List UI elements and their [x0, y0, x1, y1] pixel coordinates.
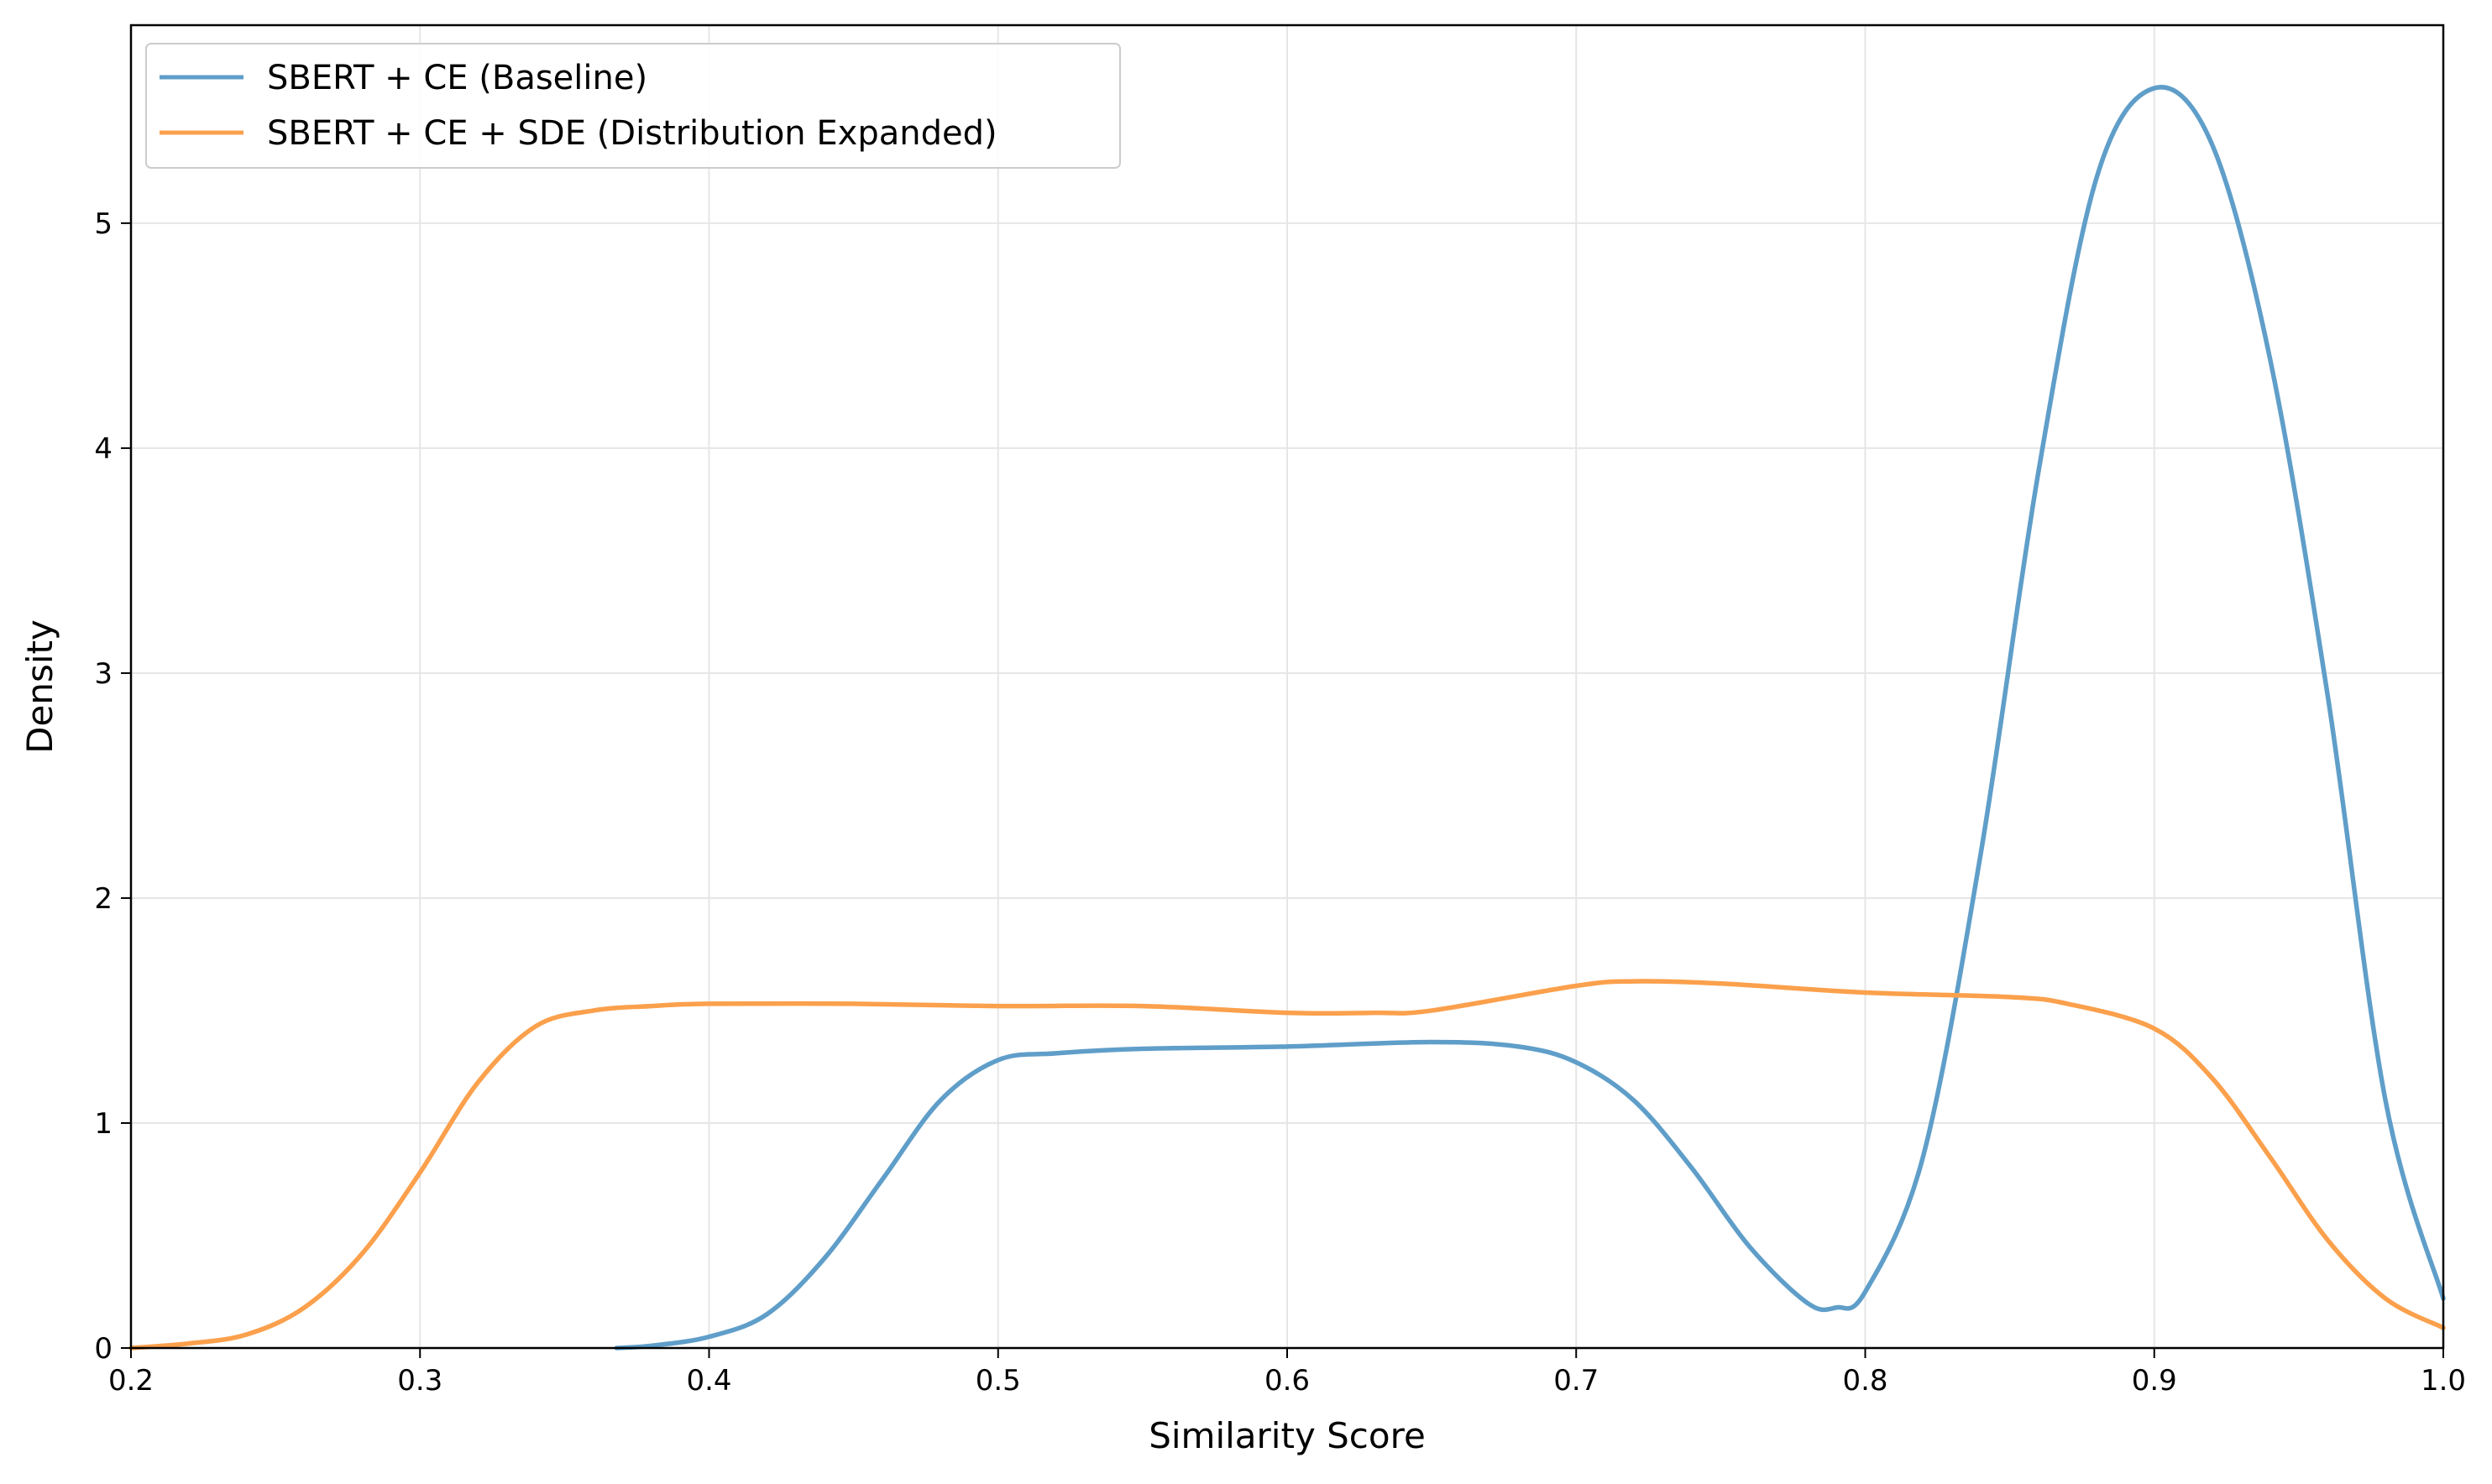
y-tick-label: 5: [94, 207, 113, 241]
x-tick-label: 0.2: [108, 1364, 154, 1398]
legend-label-sde: SBERT + CE + SDE (Distribution Expanded): [267, 114, 997, 153]
series-line-baseline: [614, 85, 2446, 1351]
legend-label-baseline: SBERT + CE (Baseline): [267, 59, 647, 97]
x-tick-label: 1.0: [2421, 1364, 2466, 1398]
y-axis-ticks: 0 1 2 3 4 5: [94, 207, 131, 1366]
y-tick-label: 3: [94, 657, 113, 691]
x-tick-label: 0.7: [1553, 1364, 1599, 1398]
x-tick-label: 0.4: [686, 1364, 731, 1398]
x-tick-label: 0.9: [2132, 1364, 2177, 1398]
series-line-sde: [128, 979, 2446, 1351]
y-tick-label: 0: [94, 1332, 113, 1366]
y-tick-label: 4: [94, 432, 113, 466]
x-axis-label: Similarity Score: [1149, 1415, 1426, 1456]
y-axis-label: Density: [19, 619, 60, 754]
x-tick-label: 0.8: [1842, 1364, 1887, 1398]
legend: SBERT + CE (Baseline) SBERT + CE + SDE (…: [145, 43, 1121, 169]
legend-box: [145, 43, 1121, 169]
x-axis-ticks: 0.2 0.3 0.4 0.5 0.6 0.7 0.8 0.9 1.0: [108, 1348, 2466, 1398]
x-tick-label: 0.3: [397, 1364, 442, 1398]
x-tick-label: 0.6: [1264, 1364, 1310, 1398]
series-layer: [128, 85, 2446, 1351]
x-tick-label: 0.5: [976, 1364, 1021, 1398]
y-tick-label: 1: [94, 1107, 113, 1141]
y-tick-label: 2: [94, 882, 113, 916]
